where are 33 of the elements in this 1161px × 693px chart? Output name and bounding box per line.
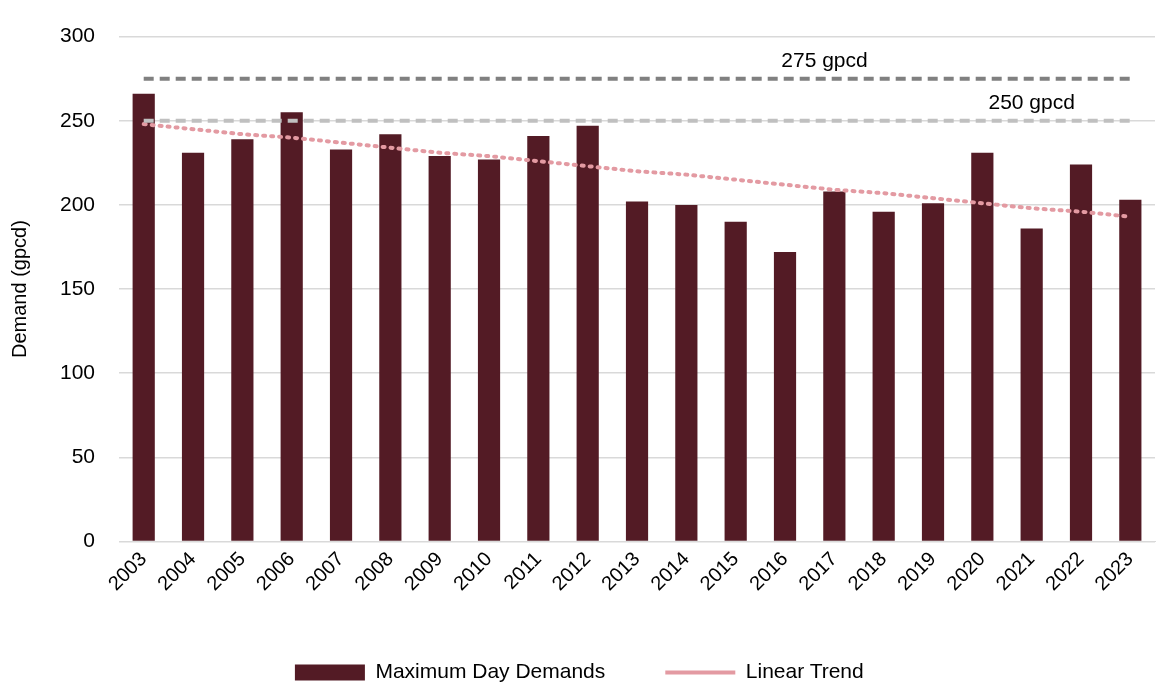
bar	[428, 156, 451, 541]
y-tick-label: 150	[59, 275, 96, 299]
bar	[527, 135, 550, 541]
bar	[971, 152, 994, 541]
bar	[1119, 199, 1142, 541]
bar	[872, 211, 895, 541]
bar	[1069, 164, 1093, 541]
bar	[181, 152, 205, 541]
legend-label: Linear Trend	[745, 659, 864, 683]
bar	[625, 201, 649, 541]
bar	[329, 149, 353, 541]
bar	[132, 93, 155, 541]
bar	[675, 204, 698, 541]
bar	[724, 221, 747, 541]
ref-line-label: 275 gpcd	[781, 47, 868, 71]
ref-line-label: 250 gpcd	[988, 90, 1075, 114]
y-tick-label: 300	[59, 23, 96, 47]
bar	[379, 134, 402, 541]
legend-label: Maximum Day Demands	[375, 659, 606, 683]
bar	[1020, 228, 1043, 541]
y-tick-label: 200	[59, 191, 96, 215]
y-tick-label: 250	[59, 107, 96, 131]
y-tick-label: 0	[83, 528, 96, 552]
bar	[823, 191, 846, 541]
y-tick-label: 50	[71, 444, 96, 468]
y-axis-title: Demand (gpcd)	[7, 220, 30, 359]
bar	[773, 252, 797, 541]
y-tick-label: 100	[59, 360, 96, 384]
bar	[921, 203, 945, 541]
bar	[477, 159, 501, 541]
bar	[576, 125, 599, 541]
bar	[231, 139, 254, 541]
bar	[280, 112, 303, 541]
